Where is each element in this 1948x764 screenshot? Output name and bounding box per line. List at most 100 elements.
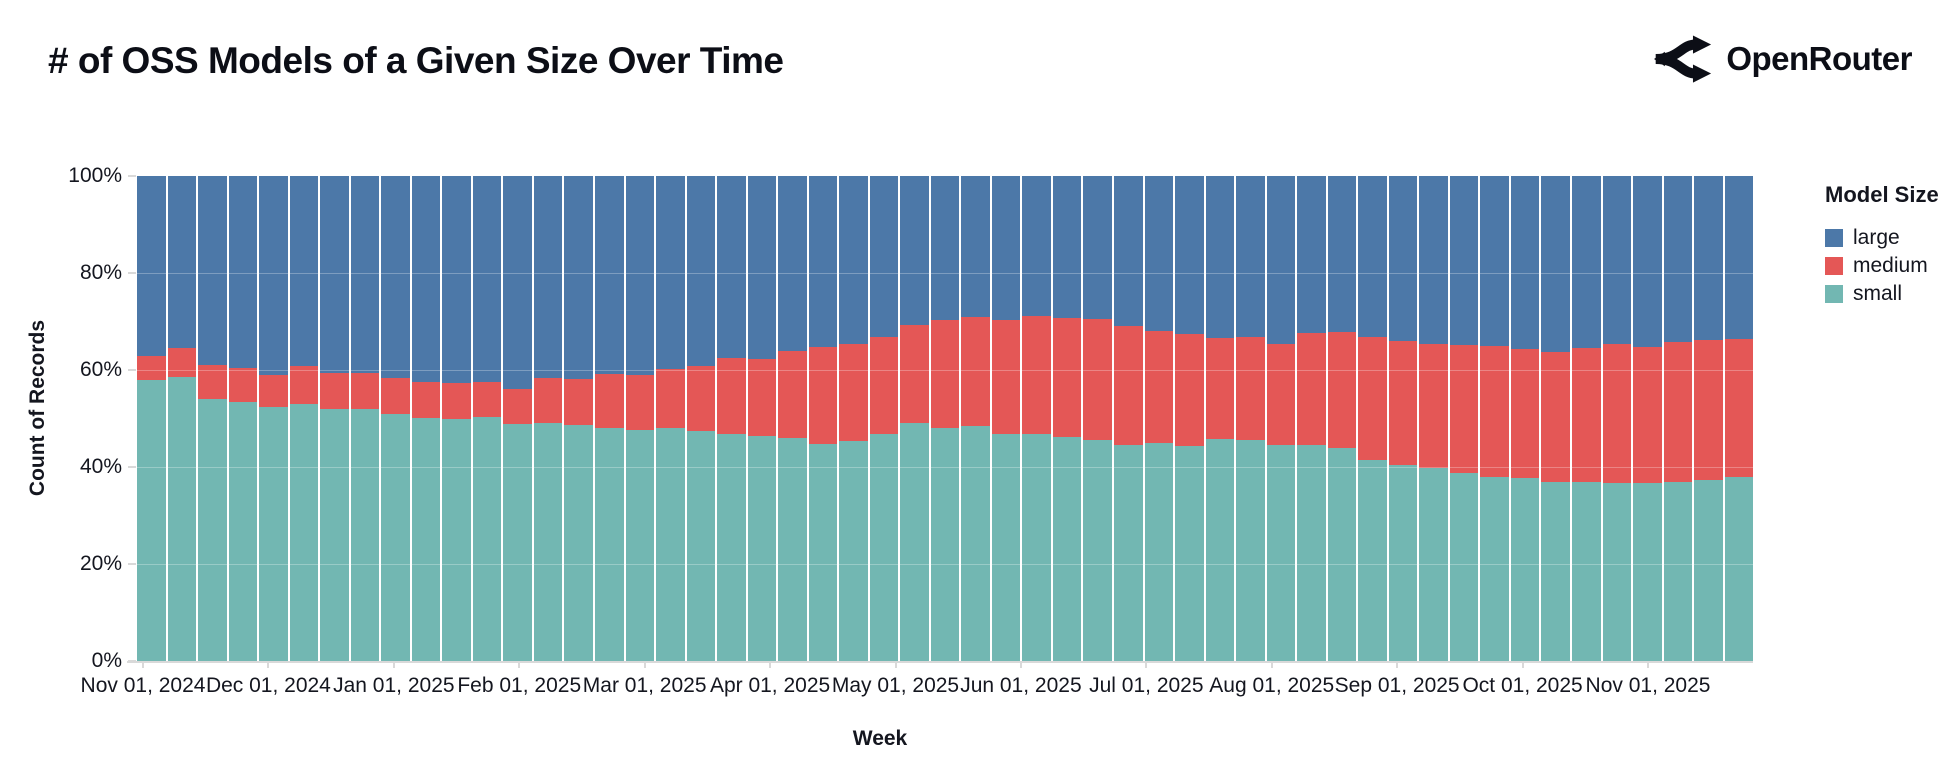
- bar-week: [1480, 176, 1509, 661]
- bar-segment-medium: [1541, 351, 1570, 483]
- bar-segment-large: [808, 176, 838, 347]
- bar-segment-medium: [900, 324, 929, 423]
- bar-segment-small: [533, 423, 563, 661]
- bar-segment-large: [625, 176, 655, 375]
- bar-segment-large: [1175, 176, 1204, 335]
- bar-segment-medium: [1022, 316, 1051, 435]
- bar-segment-medium: [1266, 343, 1296, 446]
- bar-segment-small: [1175, 445, 1204, 661]
- bar-week: [991, 176, 1021, 661]
- bar-segment-small: [411, 417, 441, 661]
- bar-segment-medium: [1358, 336, 1387, 460]
- bar-week: [717, 176, 746, 661]
- bar-segment-small: [594, 427, 624, 661]
- bar-segment-large: [991, 176, 1021, 321]
- bar-segment-medium: [503, 388, 532, 425]
- bar-segment-large: [259, 176, 288, 376]
- x-axis-domain-line: [127, 661, 1753, 663]
- bar-segment-small: [1480, 476, 1509, 661]
- bar-segment-large: [228, 176, 258, 369]
- bar-week: [472, 176, 502, 661]
- bar-segment-large: [1602, 176, 1632, 345]
- y-tick: [128, 272, 136, 274]
- bar-week: [1052, 176, 1082, 661]
- legend-title: Model Size: [1825, 182, 1939, 207]
- bar-segment-medium: [625, 374, 655, 431]
- bar-segment-small: [686, 431, 716, 661]
- bar-segment-small: [1510, 478, 1540, 661]
- bar-week: [656, 176, 685, 661]
- bar-segment-small: [1144, 442, 1174, 661]
- x-tick: [894, 662, 897, 668]
- bar-week: [594, 176, 624, 661]
- bar-week: [839, 176, 868, 661]
- bar-segment-small: [1419, 468, 1448, 661]
- legend-label: large: [1853, 226, 1900, 249]
- y-tick: [128, 563, 136, 565]
- bar-segment-medium: [594, 374, 624, 428]
- bar-segment-large: [1449, 176, 1479, 346]
- bar-segment-small: [320, 408, 349, 661]
- bar-segment-medium: [289, 366, 319, 404]
- bar-segment-large: [747, 176, 777, 359]
- bar-week: [1327, 176, 1357, 661]
- bar-segment-medium: [778, 350, 807, 438]
- bar-segment-medium: [1663, 341, 1693, 483]
- bar-segment-large: [1419, 176, 1448, 344]
- bar-segment-large: [1327, 176, 1357, 332]
- bar-segment-medium: [137, 356, 166, 380]
- bar-segment-small: [472, 417, 502, 661]
- bar-week: [198, 176, 227, 661]
- bar-segment-medium: [808, 346, 838, 444]
- bar-week: [1144, 176, 1174, 661]
- bar-week: [1541, 176, 1570, 661]
- bar-segment-medium: [533, 377, 563, 424]
- y-tick-label: 60%: [79, 358, 122, 381]
- bar-week: [320, 176, 349, 661]
- bar-week: [1022, 176, 1051, 661]
- x-tick: [1019, 662, 1022, 668]
- chart-title: # of OSS Models of a Given Size Over Tim…: [48, 40, 784, 81]
- bar-segment-medium: [1388, 340, 1418, 465]
- bar-segment-medium: [442, 383, 471, 420]
- y-tick: [128, 660, 136, 662]
- bar-week: [930, 176, 960, 661]
- bar-segment-small: [1663, 482, 1693, 661]
- bar-segment-medium: [1419, 343, 1448, 469]
- bar-segment-large: [778, 176, 807, 351]
- y-tick: [128, 466, 136, 468]
- bar-week: [1083, 176, 1112, 661]
- legend-swatch-large: [1825, 229, 1843, 247]
- bar-segment-medium: [472, 381, 502, 418]
- bar-segment-large: [1297, 176, 1326, 334]
- x-tick: [1647, 662, 1649, 668]
- bar-segment-large: [717, 176, 746, 358]
- bar-segment-large: [350, 176, 380, 373]
- bar-segment-large: [137, 176, 166, 357]
- bar-segment-medium: [1449, 345, 1479, 473]
- bar-segment-medium: [961, 317, 990, 427]
- openrouter-arrows-icon: [1654, 34, 1712, 84]
- bar-segment-medium: [656, 369, 685, 428]
- bar-segment-large: [564, 176, 593, 380]
- bar-week: [1236, 176, 1265, 661]
- bar-segment-medium: [1114, 325, 1143, 446]
- bar-week: [228, 176, 258, 661]
- x-tick-label: Apr 01, 2025: [709, 674, 831, 697]
- bar-week: [1449, 176, 1479, 661]
- bar-segment-small: [1205, 439, 1235, 661]
- bar-segment-medium: [350, 372, 380, 410]
- bar-segment-medium: [717, 357, 746, 434]
- bar-segment-large: [1236, 176, 1265, 337]
- bar-week: [137, 176, 166, 661]
- bar-segment-large: [442, 176, 471, 384]
- bar-segment-medium: [1052, 317, 1082, 437]
- bar-segment-medium: [869, 336, 899, 435]
- bar-segment-large: [1480, 176, 1509, 346]
- legend-item-medium: medium: [1825, 252, 1939, 280]
- bar-week: [778, 176, 807, 661]
- bar-segment-small: [930, 427, 960, 661]
- bar-segment-small: [350, 409, 380, 661]
- bar-segment-medium: [1480, 345, 1509, 477]
- bar-segment-small: [137, 379, 166, 661]
